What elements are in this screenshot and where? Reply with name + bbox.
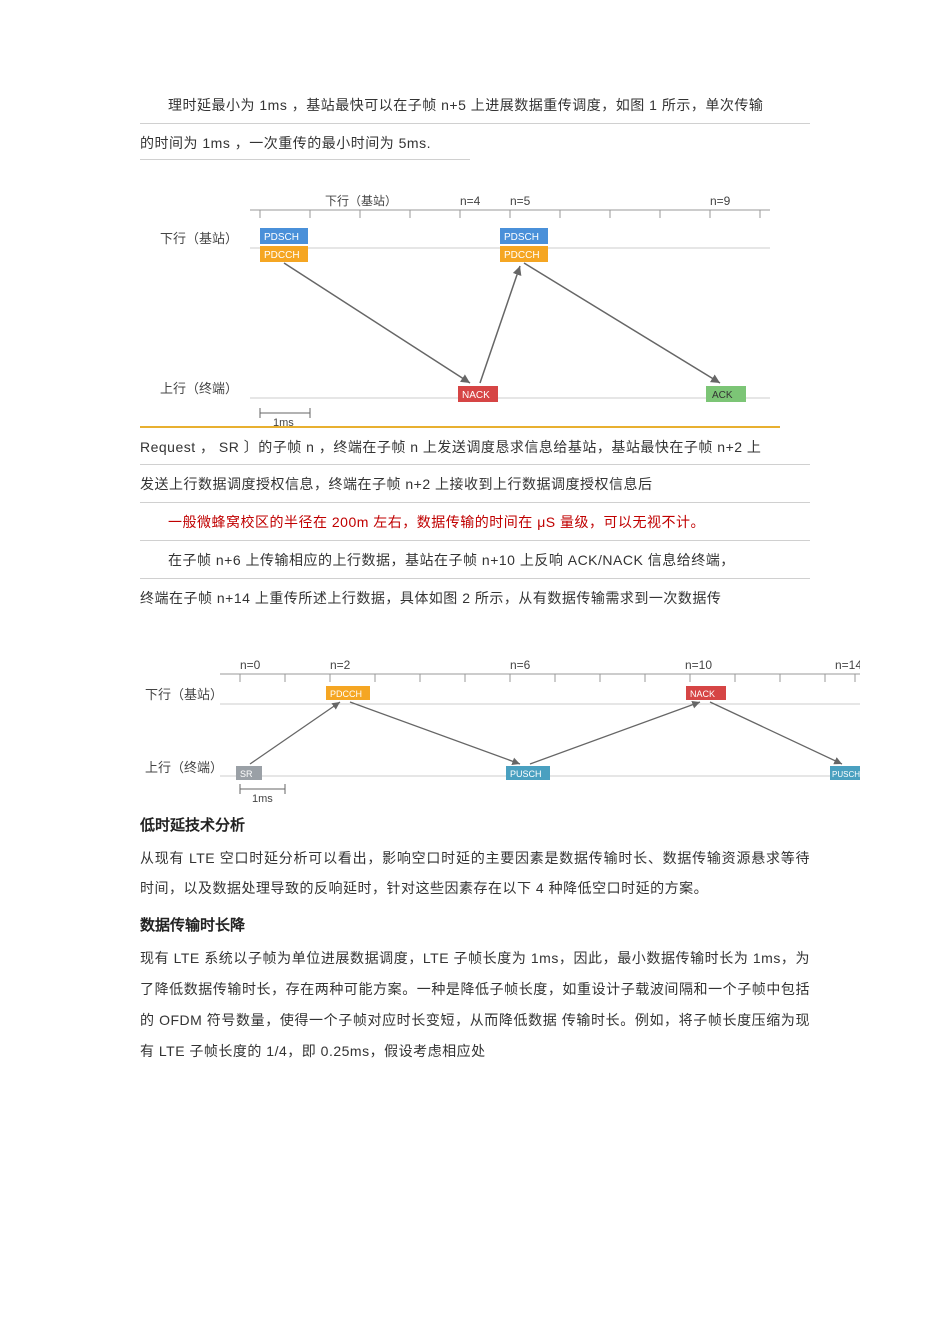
svg-text:PUSCH: PUSCH [832,770,860,779]
paragraph-1: 理时延最小为 1ms ，基站最快可以在子帧 n+5 上进展数据重传调度，如图 1… [140,90,810,124]
heading-1: 低时延技术分析 [140,814,810,835]
paragraph-10: 现有 LTE 系统以子帧为单位进展数据调度，LTE 子帧长度为 1ms，因此，最… [140,943,810,1066]
svg-text:NACK: NACK [462,390,490,401]
fig1-sub-label: 下行（基站） [325,194,397,208]
fig2-up-label: 上行（终端） [145,760,223,775]
figure-1: 下行（基站） n=4 n=5 n=9 下行（基站） [140,168,810,428]
svg-text:NACK: NACK [690,689,715,699]
paragraph-7: 终端在子帧 n+14 上重传所述上行数据，具体如图 2 所示，从有数据传输需求到… [140,583,810,614]
fig1-up-label: 上行（终端） [160,381,238,396]
paragraph-5-red: 一般微蜂窝校区的半径在 200m 左右，数据传输的时间在 μS 量级，可以无视不… [140,507,810,541]
svg-text:n=6: n=6 [510,658,531,672]
svg-text:PDSCH: PDSCH [264,232,299,243]
svg-text:PDCCH: PDCCH [264,250,300,261]
paragraph-2: 的时间为 1ms ，一次重传的最小时间为 5ms. [140,128,470,160]
cutoff-line [140,618,810,636]
svg-text:n=0: n=0 [240,658,261,672]
svg-text:n=2: n=2 [330,658,351,672]
svg-text:SR: SR [240,769,253,779]
fig2-down-label: 下行（基站） [145,687,223,702]
svg-text:PDSCH: PDSCH [504,232,539,243]
svg-text:n=10: n=10 [685,658,712,672]
svg-text:1ms: 1ms [252,793,273,804]
svg-text:PDCCH: PDCCH [330,689,362,699]
paragraph-4: 发送上行数据调度授权信息，终端在子帧 n+2 上接收到上行数据调度授权信息后 [140,469,810,503]
svg-text:PUSCH: PUSCH [510,769,542,779]
figure-2: n=0 n=2 n=6 n=10 n=14 [140,644,810,804]
svg-text:n=14: n=14 [835,658,860,672]
heading-2: 数据传输时长降 [140,914,810,935]
paragraph-9: 从现有 LTE 空口时延分析可以看出，影响空口时延的主要因素是数据传输时长、数据… [140,843,810,905]
svg-text:n=4: n=4 [460,194,481,208]
paragraph-6: 在子帧 n+6 上传输相应的上行数据，基站在子帧 n+10 上反响 ACK/NA… [140,545,810,579]
svg-text:PDCCH: PDCCH [504,250,540,261]
fig1-down-label: 下行（基站） [160,231,238,246]
svg-text:n=5: n=5 [510,194,531,208]
paragraph-3: Request ， SR 〕的子帧 n ，终端在子帧 n 上发送调度恳求信息给基… [140,432,810,466]
svg-text:ACK: ACK [712,390,733,401]
svg-text:n=9: n=9 [710,194,731,208]
